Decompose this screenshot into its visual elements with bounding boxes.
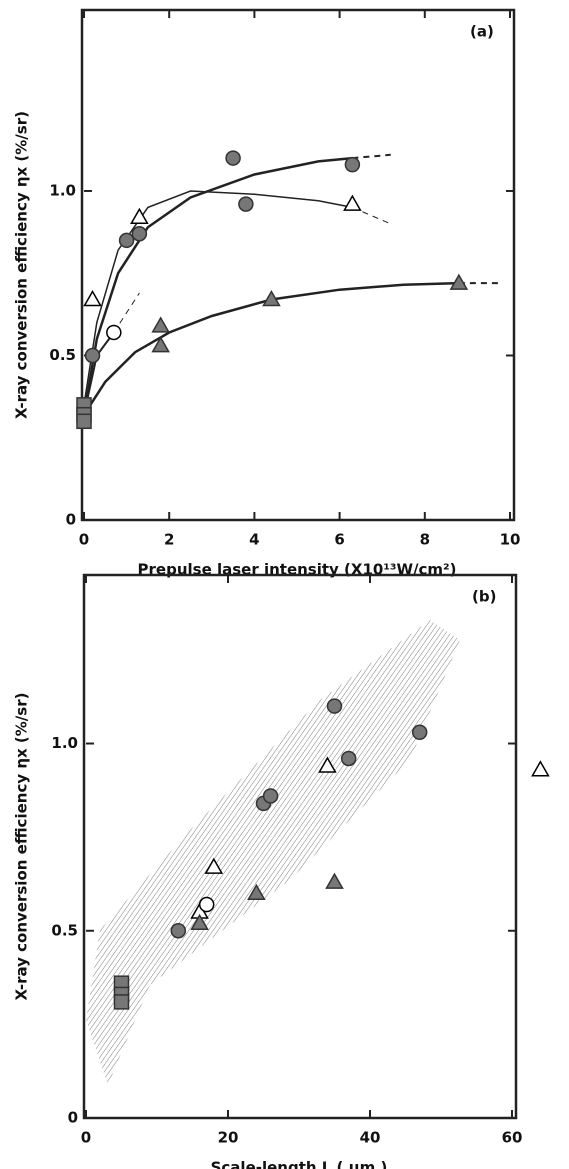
triangle-marker (247, 883, 266, 901)
y-axis-label: X-ray conversion efficiency ηx (%/sr) (13, 693, 31, 1001)
triangle-marker (204, 857, 224, 874)
triangle-marker (130, 207, 149, 225)
circle-marker (411, 724, 428, 741)
triangle-marker (83, 290, 102, 307)
y-tick-label: 1.0 (49, 181, 76, 199)
x-tick-label: 0 (81, 1129, 91, 1147)
x-tick-label: 60 (502, 1129, 523, 1147)
fit-curve (352, 206, 391, 225)
triangle-marker (262, 290, 281, 307)
triangle-marker (151, 316, 170, 333)
y-tick-label: 0.5 (51, 921, 78, 939)
x-tick-label: 2 (164, 531, 174, 549)
triangle-marker (449, 273, 469, 290)
circle-marker (344, 156, 361, 173)
fit-curve (352, 153, 391, 160)
circle-marker (340, 750, 357, 767)
fit-curve (82, 156, 353, 415)
x-tick-label: 40 (360, 1129, 381, 1147)
annotation: (b) (472, 588, 496, 606)
fit-curve (83, 190, 353, 405)
circle-marker (225, 150, 241, 166)
circle-marker (198, 896, 215, 913)
fit-curve (82, 281, 459, 416)
triangle-marker (531, 760, 550, 777)
x-tick-label: 6 (334, 531, 344, 549)
annotation: (a) (470, 23, 494, 41)
triangle-marker (190, 913, 209, 931)
shaded-band (86, 620, 460, 1085)
plot-frame (80, 8, 516, 522)
plot-frame (82, 573, 518, 1120)
triangle-marker (343, 194, 362, 211)
circle-marker (262, 788, 279, 804)
y-tick-label: 0 (66, 511, 76, 529)
x-tick-label: 8 (420, 531, 430, 549)
triangle-marker (318, 756, 337, 773)
circle-marker (84, 347, 101, 364)
fit-curve (113, 292, 140, 333)
triangle-marker (325, 872, 344, 889)
x-tick-label: 0 (79, 531, 89, 549)
circle-marker (170, 923, 187, 939)
square-marker (113, 994, 130, 1010)
x-tick-label: 10 (500, 531, 521, 549)
circle-marker (238, 196, 254, 212)
circle-marker (106, 324, 122, 341)
y-tick-label: 1.0 (51, 734, 78, 752)
triangle-marker (151, 336, 170, 353)
y-tick-label: 0 (68, 1109, 78, 1127)
x-axis-label: Scale-length L ( μm ) (211, 1159, 388, 1169)
x-tick-label: 4 (249, 531, 259, 549)
circle-marker (326, 698, 343, 714)
y-tick-label: 0.5 (49, 346, 76, 364)
circle-marker (118, 232, 135, 249)
x-tick-label: 20 (218, 1129, 239, 1147)
y-axis-label: X-ray conversion efficiency ηx (%/sr) (13, 111, 31, 419)
circle-marker (131, 225, 148, 242)
square-marker (76, 413, 92, 430)
